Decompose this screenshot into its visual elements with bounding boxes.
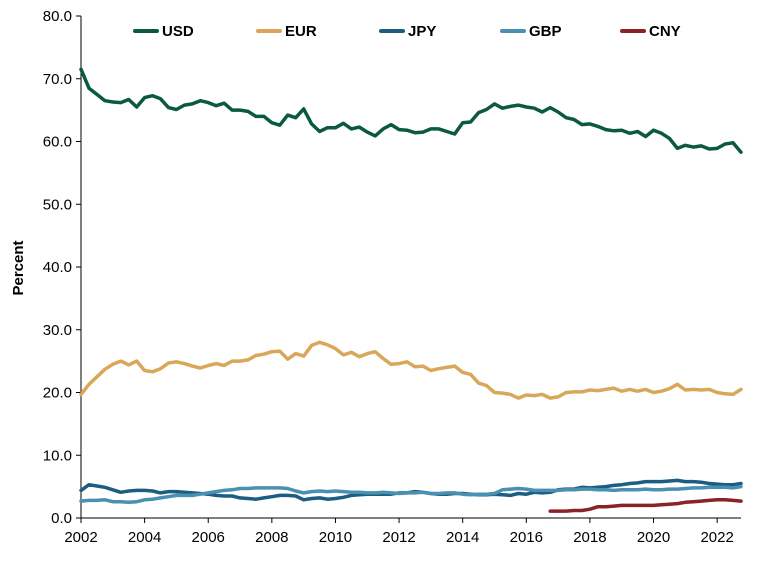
y-tick-label: 20.0 <box>43 385 72 402</box>
x-tick-label: 2014 <box>446 529 479 546</box>
x-tick-label: 2010 <box>319 529 352 546</box>
legend-label-usd: USD <box>162 23 194 40</box>
legend-label-eur: EUR <box>285 23 317 40</box>
y-tick-label: 70.0 <box>43 71 72 88</box>
legend-label-jpy: JPY <box>408 23 436 40</box>
y-tick-label: 80.0 <box>43 8 72 25</box>
x-tick-label: 2012 <box>382 529 415 546</box>
chart-axes <box>80 16 741 519</box>
y-tick-label: 0.0 <box>51 510 72 527</box>
legend: USD EUR JPY GBP CNY <box>133 23 681 40</box>
series-lines <box>79 67 743 513</box>
x-axis-ticks: 2002 2004 2006 2008 2010 2012 2014 2016 2018 2020… <box>64 518 734 546</box>
y-axis-title: Percent <box>10 240 27 295</box>
legend-label-cny: CNY <box>649 23 681 40</box>
y-tick-label: 60.0 <box>43 134 72 151</box>
y-tick-label: 40.0 <box>43 259 72 276</box>
x-tick-label: 2006 <box>192 529 225 546</box>
series-line-usd <box>79 67 743 154</box>
x-tick-label: 2020 <box>637 529 670 546</box>
x-tick-label: 2004 <box>128 529 161 546</box>
y-tick-label: 10.0 <box>43 447 72 464</box>
x-tick-label: 2002 <box>64 529 97 546</box>
x-tick-label: 2008 <box>255 529 288 546</box>
y-tick-label: 30.0 <box>43 322 72 339</box>
x-tick-label: 2022 <box>700 529 733 546</box>
y-axis-ticks: 0.0 10.0 20.0 30.0 40.0 50.0 60.0 70.0 80.0 <box>43 8 81 527</box>
series-line-gbp <box>79 484 743 505</box>
y-tick-label: 50.0 <box>43 196 72 213</box>
series-line-eur <box>79 340 743 400</box>
legend-label-gbp: GBP <box>529 23 562 40</box>
x-tick-label: 2016 <box>510 529 543 546</box>
series-line-cny <box>548 498 743 513</box>
x-tick-label: 2018 <box>573 529 606 546</box>
